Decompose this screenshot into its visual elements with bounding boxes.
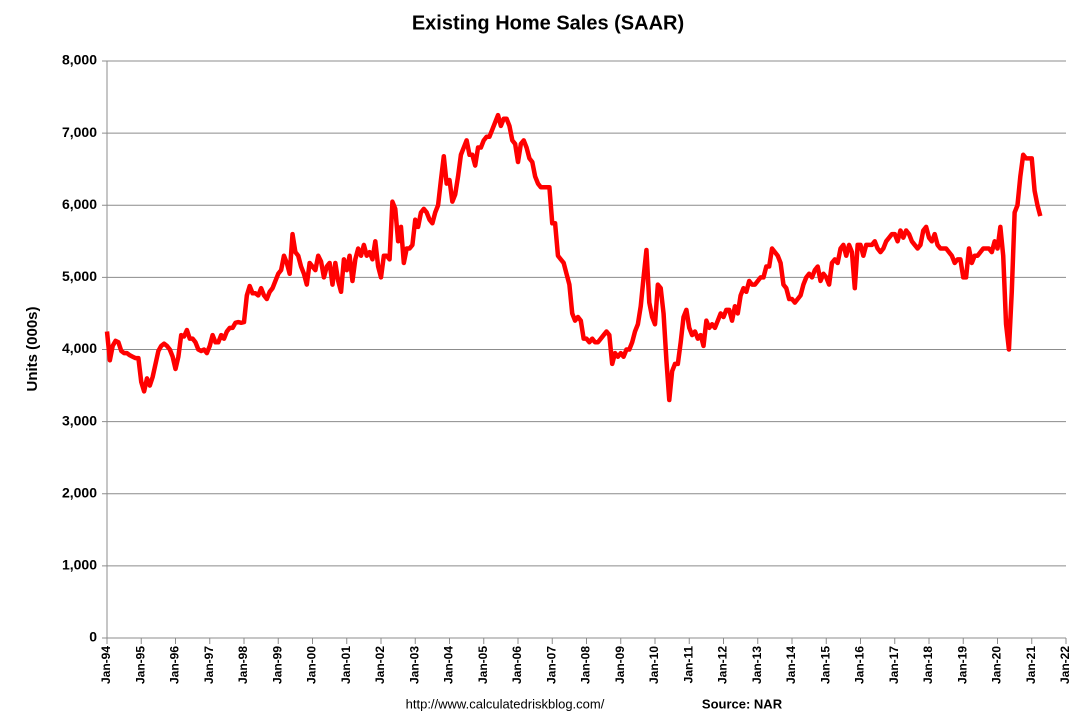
x-tick-label: Jan-17 — [887, 646, 901, 684]
data-line — [104, 112, 1043, 403]
x-tick-label: Jan-99 — [270, 646, 284, 684]
y-tick-label: 2,000 — [62, 484, 97, 500]
y-tick-label: 1,000 — [62, 557, 97, 573]
x-tick-label: Jan-01 — [339, 646, 353, 684]
y-tick-label: 8,000 — [62, 52, 97, 68]
x-tick-label: Jan-03 — [407, 646, 421, 684]
x-tick-label: Jan-21 — [1024, 646, 1038, 684]
source-note: Source: NAR — [702, 696, 783, 711]
x-tick-label: Jan-12 — [716, 646, 730, 684]
x-tick-label: Jan-96 — [168, 646, 182, 684]
x-tick-label: Jan-09 — [613, 646, 627, 684]
source-url: http://www.calculatedriskblog.com/ — [406, 696, 605, 711]
x-tick-label: Jan-08 — [579, 646, 593, 684]
y-tick-label: 4,000 — [62, 340, 97, 356]
y-axis-label: Units (000s) — [24, 306, 41, 391]
y-tick-label: 5,000 — [62, 268, 97, 284]
x-tick-label: Jan-10 — [647, 646, 661, 684]
y-tick-label: 6,000 — [62, 196, 97, 212]
x-tick-label: Jan-94 — [99, 646, 113, 684]
x-tick-label: Jan-13 — [750, 646, 764, 684]
x-tick-label: Jan-04 — [442, 646, 456, 684]
x-tick-label: Jan-97 — [202, 646, 216, 684]
y-tick-label: 0 — [89, 629, 97, 645]
x-tick-label: Jan-22 — [1058, 646, 1072, 684]
x-tick-label: Jan-20 — [990, 646, 1004, 684]
x-tick-label: Jan-00 — [305, 646, 319, 684]
x-tick-label: Jan-02 — [373, 646, 387, 684]
x-tick-label: Jan-15 — [818, 646, 832, 684]
x-tick-label: Jan-95 — [133, 646, 147, 684]
x-tick-label: Jan-98 — [236, 646, 250, 684]
y-tick-label: 3,000 — [62, 412, 97, 428]
x-tick-label: Jan-05 — [476, 646, 490, 684]
y-tick-label: 7,000 — [62, 124, 97, 140]
x-tick-label: Jan-06 — [510, 646, 524, 684]
x-tick-label: Jan-14 — [784, 646, 798, 684]
x-tick-label: Jan-18 — [921, 646, 935, 684]
x-tick-label: Jan-16 — [853, 646, 867, 684]
x-tick-label: Jan-07 — [544, 646, 558, 684]
chart-title: Existing Home Sales (SAAR) — [412, 12, 684, 34]
x-tick-label: Jan-19 — [955, 646, 969, 684]
x-tick-label: Jan-11 — [681, 646, 695, 684]
